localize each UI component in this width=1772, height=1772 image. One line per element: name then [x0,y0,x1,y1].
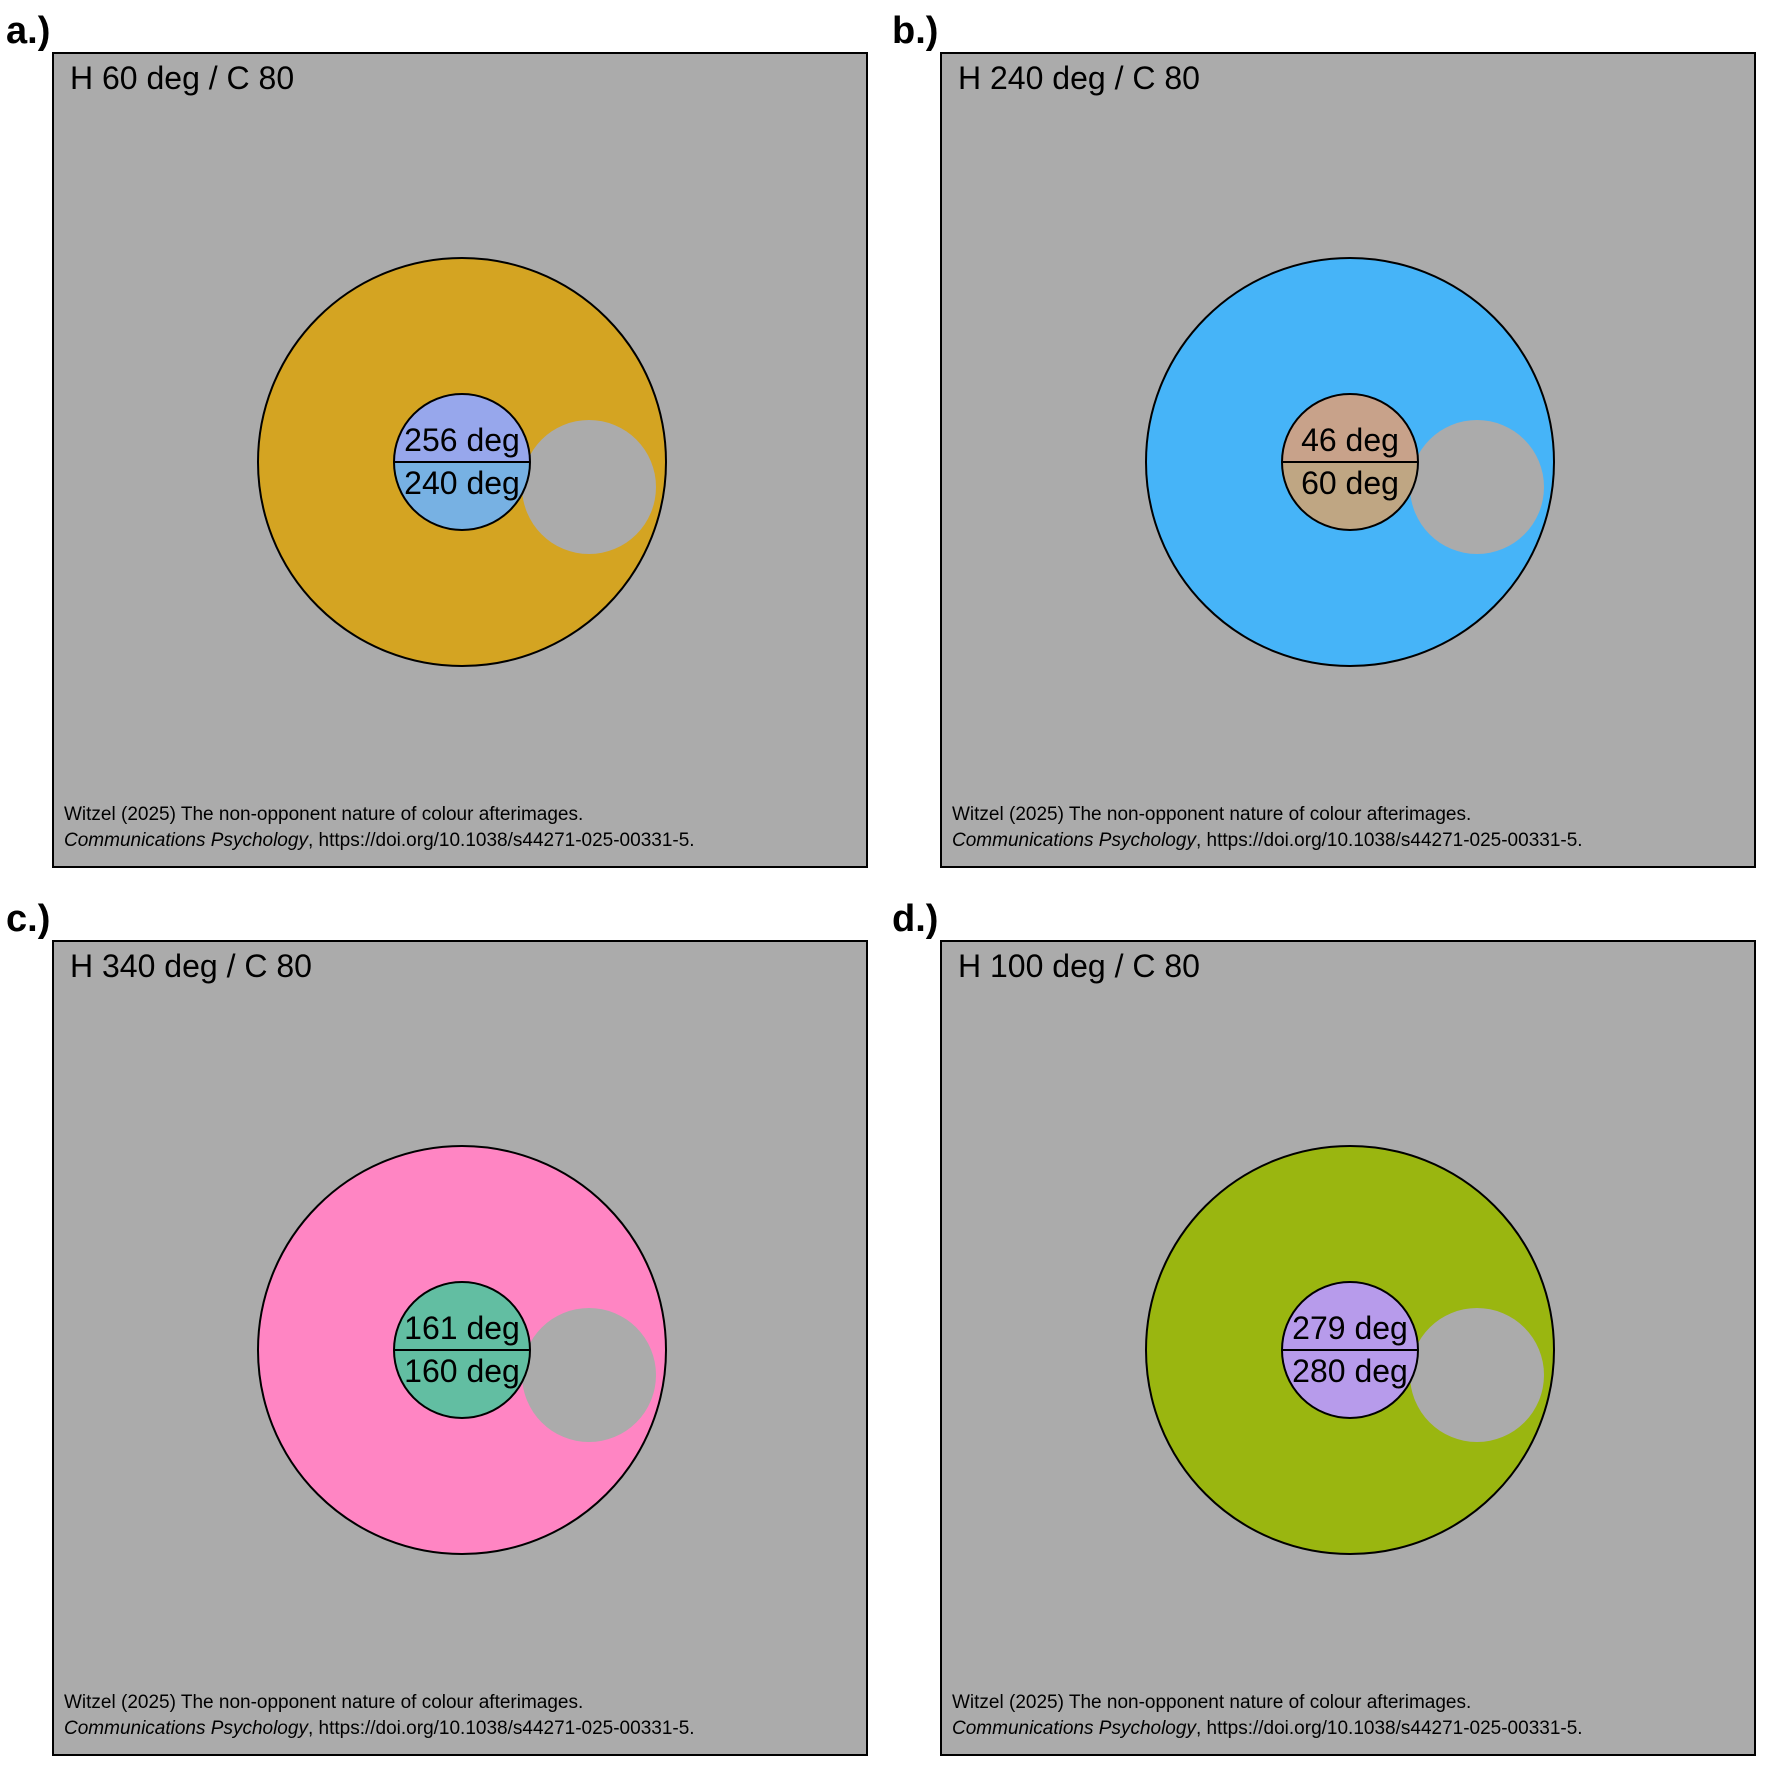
stimulus-d: 279 deg 280 deg [942,942,1754,1754]
panel-c: 161 deg 160 deg H 340 deg / C 80 Witzel … [52,940,868,1756]
center-label-bottom: 60 deg [1301,465,1399,501]
citation-line-1: Witzel (2025) The non-opponent nature of… [64,1692,584,1713]
citation-line-1: Witzel (2025) The non-opponent nature of… [952,1692,1472,1713]
citation: Witzel (2025) The non-opponent nature of… [952,802,1583,854]
citation-doi: , https://doi.org/10.1038/s44271-025-003… [307,1718,695,1739]
citation-line-1: Witzel (2025) The non-opponent nature of… [952,804,1472,825]
center-bottom-half [394,462,530,530]
citation: Witzel (2025) The non-opponent nature of… [952,1690,1583,1742]
citation-doi: , https://doi.org/10.1038/s44271-025-003… [1195,830,1583,851]
center-bottom-half [1282,462,1418,530]
gap-disc [1410,420,1544,554]
panel-d: 279 deg 280 deg H 100 deg / C 80 Witzel … [940,940,1756,1756]
center-label-top: 279 deg [1292,1310,1408,1346]
citation: Witzel (2025) The non-opponent nature of… [64,802,695,854]
panel-letter-c: c.) [6,898,51,940]
citation-doi: , https://doi.org/10.1038/s44271-025-003… [1195,1718,1583,1739]
panel-letter-a: a.) [6,10,51,52]
stimulus-b: 46 deg 60 deg [942,54,1754,866]
panel-letter-b: b.) [892,10,939,52]
gap-disc [522,420,656,554]
stimulus-a: 256 deg 240 deg [54,54,866,866]
panel-title: H 340 deg / C 80 [70,948,312,984]
panel-title: H 60 deg / C 80 [70,60,295,96]
stimulus-c: 161 deg 160 deg [54,942,866,1754]
center-label-bottom: 160 deg [404,1353,520,1389]
panel-letter-d: d.) [892,898,939,940]
panel-a: 256 deg 240 deg H 60 deg / C 80 Witzel (… [52,52,868,868]
citation-line-2: Communications Psychology, https://doi.o… [64,828,695,854]
panel-b: 46 deg 60 deg H 240 deg / C 80 Witzel (2… [940,52,1756,868]
center-bottom-half [394,1350,530,1418]
citation-line-2: Communications Psychology, https://doi.o… [952,828,1583,854]
panel-title: H 240 deg / C 80 [958,60,1200,96]
gap-disc [1410,1308,1544,1442]
gap-disc [522,1308,656,1442]
center-label-bottom: 280 deg [1292,1353,1408,1389]
citation-line-2: Communications Psychology, https://doi.o… [64,1716,695,1742]
center-top-half [1282,394,1418,462]
center-label-top: 256 deg [404,422,520,458]
center-label-top: 46 deg [1301,422,1399,458]
citation-journal: Communications Psychology [64,1718,308,1739]
citation-line-1: Witzel (2025) The non-opponent nature of… [64,804,584,825]
center-bottom-half [1282,1350,1418,1418]
center-top-half [1282,1282,1418,1350]
citation-journal: Communications Psychology [952,830,1196,851]
citation-journal: Communications Psychology [952,1718,1196,1739]
citation: Witzel (2025) The non-opponent nature of… [64,1690,695,1742]
center-label-top: 161 deg [404,1310,520,1346]
panel-title: H 100 deg / C 80 [958,948,1200,984]
center-top-half [394,394,530,462]
citation-doi: , https://doi.org/10.1038/s44271-025-003… [307,830,695,851]
citation-line-2: Communications Psychology, https://doi.o… [952,1716,1583,1742]
citation-journal: Communications Psychology [64,830,308,851]
center-top-half [394,1282,530,1350]
center-label-bottom: 240 deg [404,465,520,501]
